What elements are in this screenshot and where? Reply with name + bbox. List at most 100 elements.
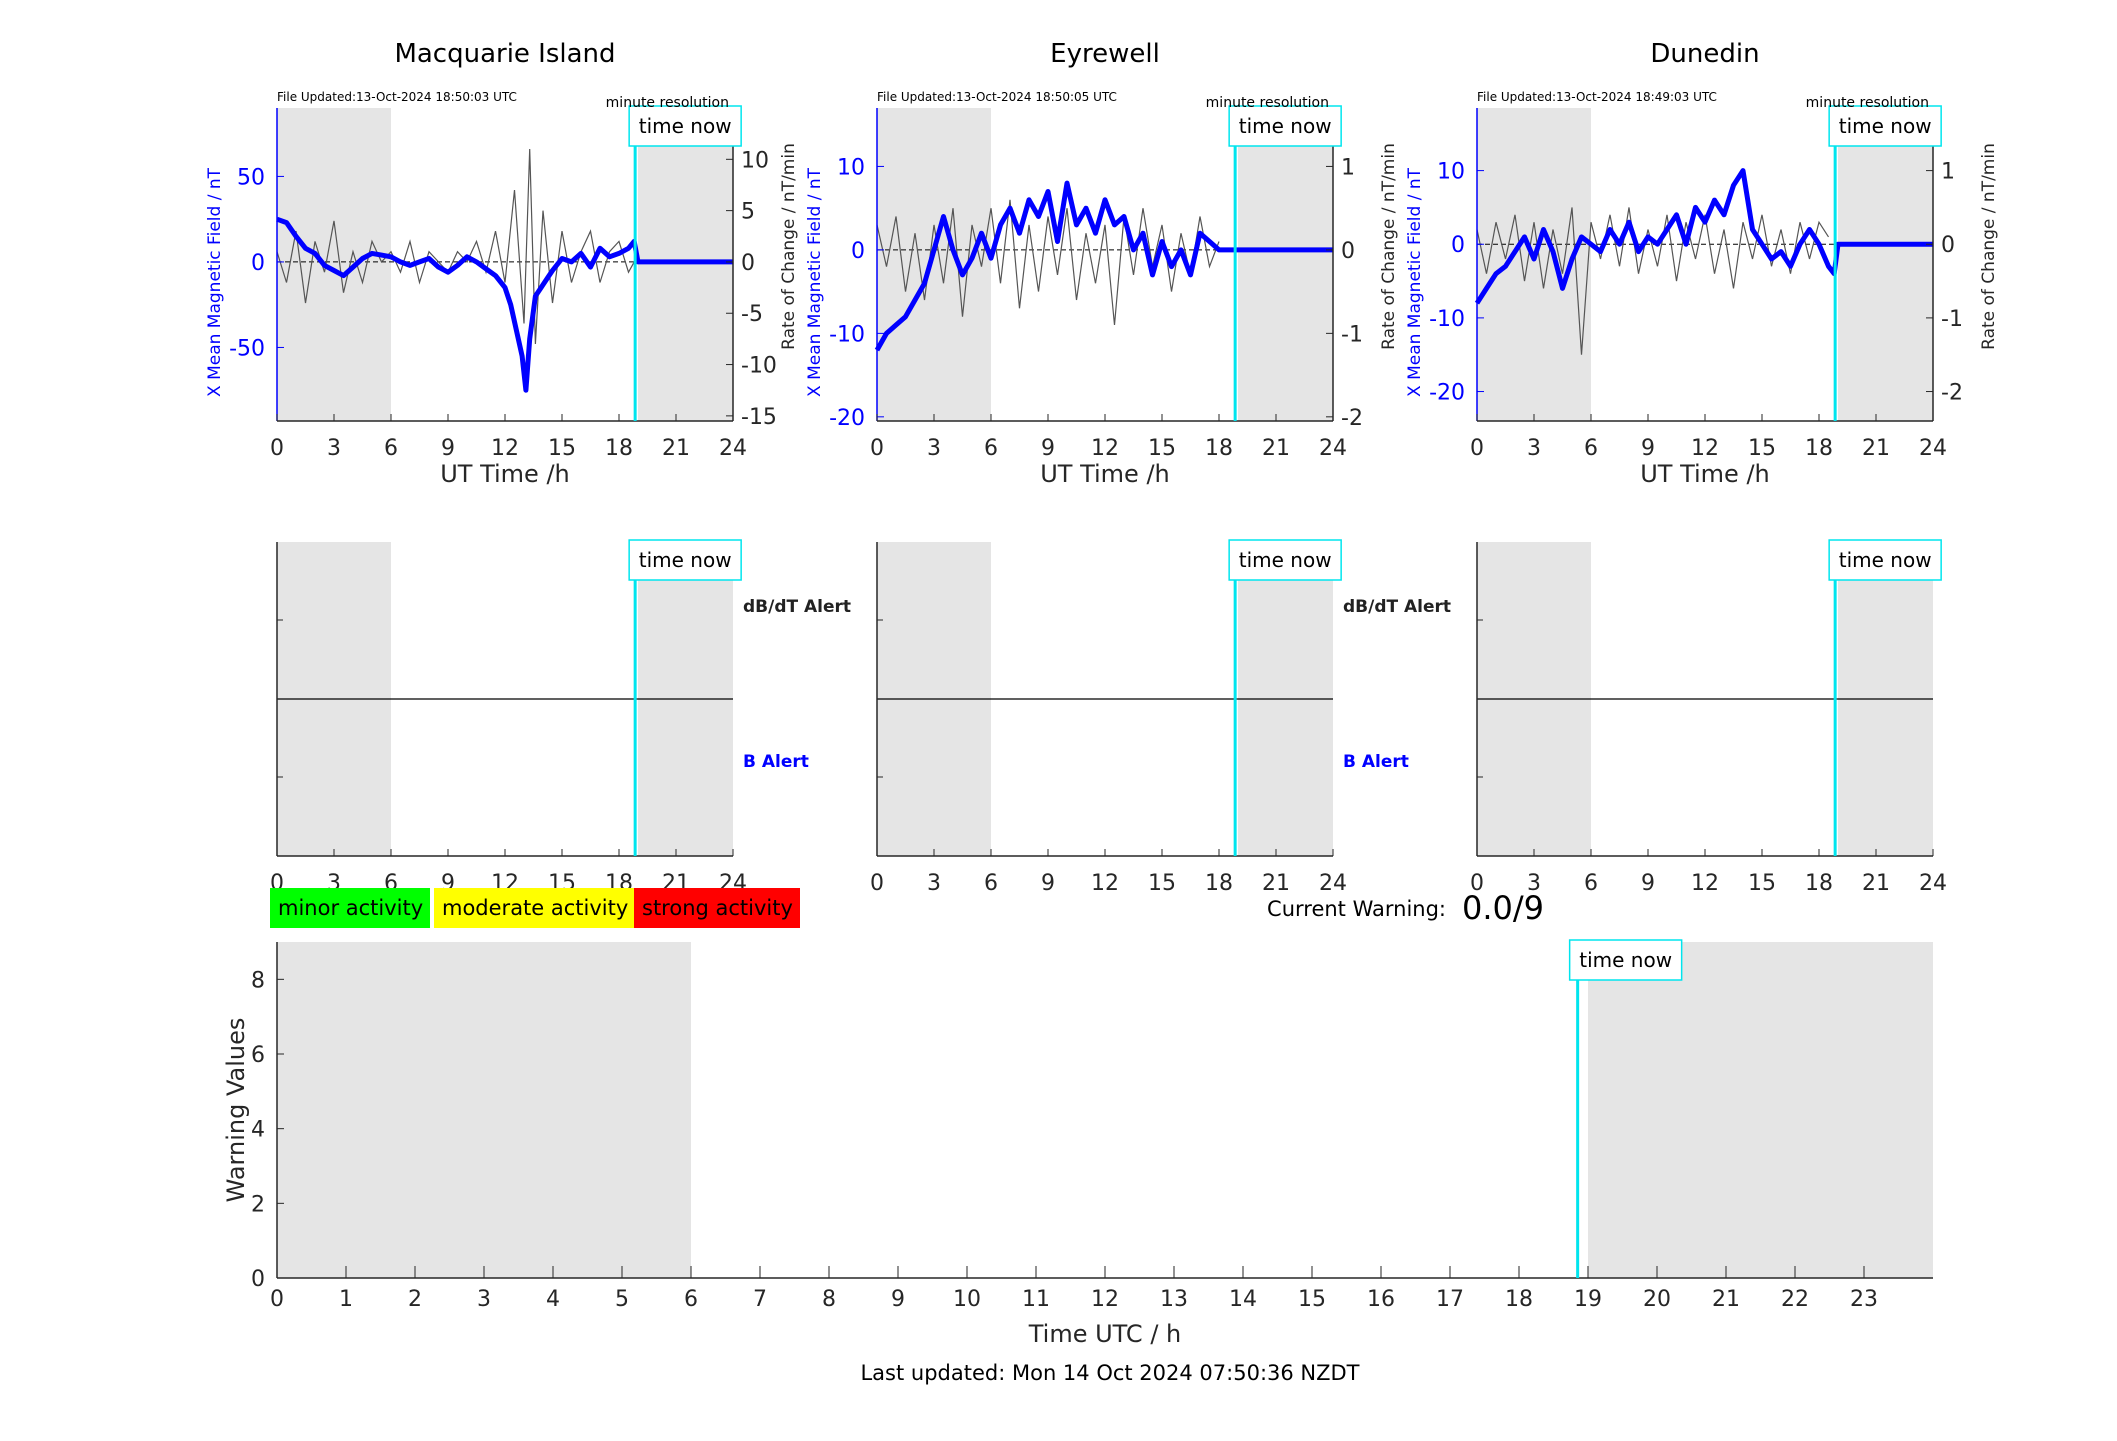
y-tick-label: 2 (251, 1192, 265, 1217)
x-tick-label: 15 (1148, 436, 1176, 461)
x-axis-label: UT Time /h (1640, 460, 1770, 488)
y2-tick-label: -1 (1341, 322, 1363, 347)
x-tick-label: 9 (891, 1287, 905, 1312)
x-tick-label: 12 (1091, 436, 1119, 461)
time-now-box (1228, 105, 1342, 147)
y-tick-label: 8 (251, 968, 265, 993)
time-now-box (1228, 539, 1342, 581)
x-tick-label: 12 (1691, 871, 1719, 896)
time-now-label: time now (639, 114, 732, 138)
station-title: Dunedin (1650, 39, 1759, 69)
x-tick-label: 9 (1641, 436, 1655, 461)
y-tick-label: 10 (837, 155, 865, 180)
x-tick-label: 6 (1584, 871, 1598, 896)
x-tick-label: 10 (953, 1287, 981, 1312)
x-tick-label: 18 (1205, 871, 1233, 896)
y-tick-label: 0 (251, 1267, 265, 1292)
x-tick-label: 15 (548, 436, 576, 461)
field-series-line (1474, 168, 1933, 305)
x-tick-label: 3 (1527, 436, 1541, 461)
dbdt-alert-label: dB/dT Alert (1343, 597, 1451, 617)
y2-tick-label: 10 (741, 148, 769, 173)
dbdt-alert-label: dB/dT Alert (743, 597, 851, 617)
legend-label: moderate activity (442, 896, 628, 920)
time-now-box (628, 539, 742, 581)
y-tick-label: -20 (829, 406, 865, 431)
y2-tick-label: 0 (741, 251, 755, 276)
x-tick-label: 6 (1584, 436, 1598, 461)
legend-swatch (634, 888, 800, 928)
x-tick-label: 3 (1527, 871, 1541, 896)
x-axis-label: UT Time /h (1040, 460, 1170, 488)
x-tick-label: 15 (1748, 871, 1776, 896)
time-now-label: time now (1839, 548, 1932, 572)
y-axis-label: X Mean Magnetic Field / nT (205, 167, 225, 397)
x-tick-label: 9 (1641, 871, 1655, 896)
x-tick-label: 15 (1748, 436, 1776, 461)
x-tick-label: 3 (327, 436, 341, 461)
y2-tick-label: -15 (741, 405, 777, 430)
x-axis-label: UT Time /h (440, 460, 570, 488)
x-tick-label: 14 (1229, 1287, 1257, 1312)
x-tick-label: 24 (1919, 436, 1947, 461)
time-now-box (1828, 105, 1942, 147)
x-tick-label: 12 (1091, 871, 1119, 896)
legend-swatch (434, 888, 634, 928)
y-tick-label: -50 (229, 336, 265, 361)
y-tick-label: 0 (1451, 233, 1465, 258)
alert-panel-2: 0 3 6 9 12 15 18 21 24 time now dB/dT Alert B Alert (870, 539, 1451, 896)
x-tick-label: 6 (984, 871, 998, 896)
x-tick-label: 21 (1262, 871, 1290, 896)
y-axis-label: X Mean Magnetic Field / nT (1405, 167, 1425, 397)
current-warning-label: Current Warning: (1267, 897, 1446, 921)
night-band (277, 108, 391, 421)
y-tick-label: -20 (1429, 381, 1465, 406)
x-tick-label: 21 (1712, 1287, 1740, 1312)
night-band (1477, 108, 1591, 421)
x-tick-label: 12 (1691, 436, 1719, 461)
legend-swatch (270, 888, 430, 928)
y2-tick-label: -1 (1941, 307, 1963, 332)
x-tick-label: 0 (1470, 436, 1484, 461)
legend-label: strong activity (642, 896, 793, 920)
station-title: Eyrewell (1050, 39, 1160, 69)
y2-tick-label: -10 (741, 354, 777, 379)
night-band (1838, 108, 1933, 421)
x-tick-label: 18 (1505, 1287, 1533, 1312)
time-now-box (1828, 539, 1942, 581)
time-now-label: time now (1239, 114, 1332, 138)
file-updated-text: File Updated:13-Oct-2024 18:50:03 UTC (277, 90, 517, 104)
x-tick-label: 6 (684, 1287, 698, 1312)
night-band (638, 108, 733, 421)
y2-tick-label: -2 (1341, 406, 1363, 431)
x-tick-label: 4 (546, 1287, 560, 1312)
y-tick-label: 4 (251, 1118, 265, 1143)
y2-tick-label: 0 (1341, 239, 1355, 264)
x-tick-label: 6 (984, 436, 998, 461)
field-series-line (874, 180, 1333, 352)
current-warning-value: 0.0/9 (1462, 889, 1544, 927)
y-axis-label: X Mean Magnetic Field / nT (805, 167, 825, 397)
x-tick-label: 17 (1436, 1287, 1464, 1312)
night-band (1238, 108, 1333, 421)
x-tick-label: 15 (1148, 871, 1176, 896)
time-now-box (628, 105, 742, 147)
y-tick-label: -10 (829, 322, 865, 347)
resolution-label: minute resolution (1206, 95, 1329, 111)
x-tick-label: 15 (1298, 1287, 1326, 1312)
x-tick-label: 21 (1862, 871, 1890, 896)
x-tick-label: 20 (1643, 1287, 1671, 1312)
b-alert-label: B Alert (743, 752, 809, 772)
y-axis-label: Warning Values (222, 1018, 250, 1203)
x-tick-label: 21 (1262, 436, 1290, 461)
x-tick-label: 0 (870, 871, 884, 896)
x-tick-label: 6 (384, 436, 398, 461)
file-updated-text: File Updated:13-Oct-2024 18:49:03 UTC (1477, 90, 1717, 104)
x-tick-label: 9 (1041, 871, 1055, 896)
y2-tick-label: 5 (741, 200, 755, 225)
